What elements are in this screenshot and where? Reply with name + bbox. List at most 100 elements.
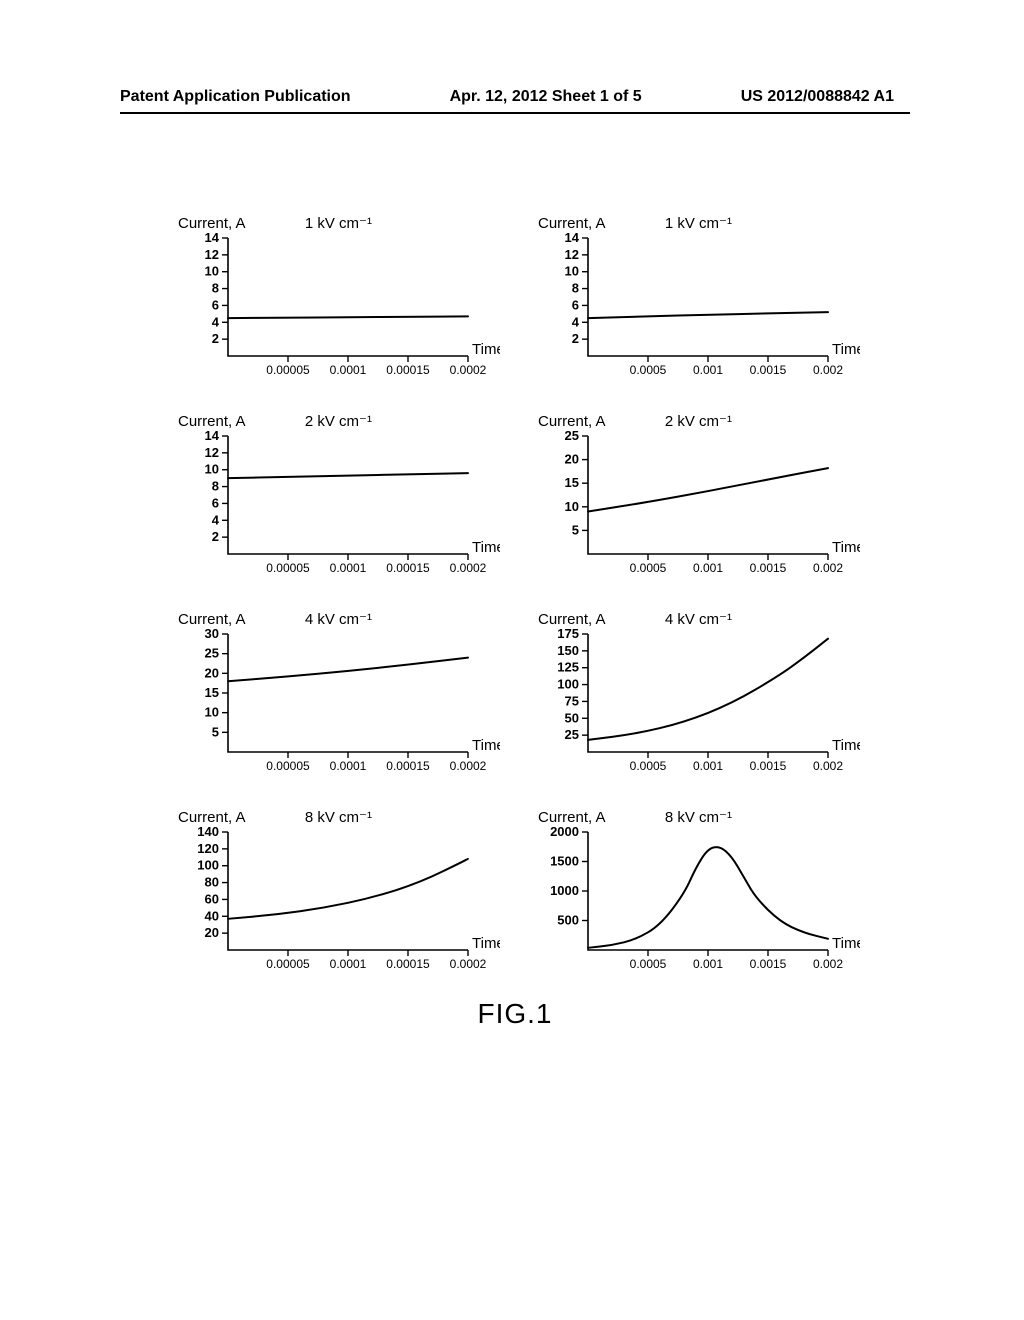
x-tick-label: 0.0015 (750, 363, 787, 377)
x-axis-label: Time, s (832, 737, 860, 754)
y-tick-label: 14 (565, 230, 580, 245)
chart-panel: Current, A8 kV cm⁻¹Time, s20406080100120… (170, 804, 500, 984)
x-axis-label: Time, s (832, 935, 860, 952)
x-axis-label: Time, s (832, 341, 860, 358)
y-tick-label: 8 (212, 281, 219, 296)
x-tick-label: 0.0015 (750, 957, 787, 971)
chart-panel: Current, A4 kV cm⁻¹Time, s25507510012515… (530, 606, 860, 786)
chart-title: 1 kV cm⁻¹ (305, 215, 372, 232)
panel-p2: Current, A2 kV cm⁻¹Time, s24681012140.00… (170, 408, 500, 588)
header-center: Apr. 12, 2012 Sheet 1 of 5 (450, 88, 642, 106)
x-tick-label: 0.0015 (750, 561, 787, 575)
y-tick-label: 6 (212, 297, 219, 312)
panel-p5: Current, A4 kV cm⁻¹Time, s25507510012515… (530, 606, 860, 786)
y-tick-label: 1500 (550, 854, 579, 869)
y-tick-label: 25 (565, 428, 579, 443)
data-curve (588, 468, 828, 511)
y-tick-label: 2000 (550, 824, 579, 839)
chart-title: 8 kV cm⁻¹ (665, 809, 732, 826)
x-tick-label: 0.0001 (330, 759, 367, 773)
x-tick-label: 0.001 (693, 561, 723, 575)
x-axis-label: Time, s (472, 737, 500, 754)
x-tick-label: 0.002 (813, 957, 843, 971)
panel-p1: Current, A1 kV cm⁻¹Time, s24681012140.00… (530, 210, 860, 390)
x-tick-label: 0.0002 (450, 561, 487, 575)
y-tick-label: 2 (212, 331, 219, 346)
panel-p3: Current, A2 kV cm⁻¹Time, s5101520250.000… (530, 408, 860, 588)
x-tick-label: 0.0001 (330, 363, 367, 377)
chart-panel: Current, A4 kV cm⁻¹Time, s510152025300.0… (170, 606, 500, 786)
panel-p0: Current, A1 kV cm⁻¹Time, s24681012140.00… (170, 210, 500, 390)
y-tick-label: 5 (212, 724, 219, 739)
x-tick-label: 0.0002 (450, 957, 487, 971)
chart-title: 2 kV cm⁻¹ (665, 413, 732, 430)
panel-p6: Current, A8 kV cm⁻¹Time, s20406080100120… (170, 804, 500, 984)
data-curve (588, 312, 828, 318)
figure-1: Current, A1 kV cm⁻¹Time, s24681012140.00… (170, 210, 860, 1030)
y-tick-label: 10 (565, 499, 579, 514)
y-tick-label: 25 (205, 646, 219, 661)
axes (588, 436, 828, 554)
chart-title: 2 kV cm⁻¹ (305, 413, 372, 430)
x-tick-label: 0.0005 (630, 363, 667, 377)
x-axis-label: Time, s (472, 935, 500, 952)
x-tick-label: 0.002 (813, 363, 843, 377)
x-tick-label: 0.00015 (386, 561, 430, 575)
y-tick-label: 12 (205, 445, 219, 460)
header-right: US 2012/0088842 A1 (741, 88, 894, 106)
x-tick-label: 0.002 (813, 759, 843, 773)
axes (228, 436, 468, 554)
y-tick-label: 12 (205, 247, 219, 262)
data-curve (228, 316, 468, 318)
x-tick-label: 0.0015 (750, 759, 787, 773)
y-tick-label: 15 (565, 475, 579, 490)
chart-panel: Current, A2 kV cm⁻¹Time, s24681012140.00… (170, 408, 500, 588)
x-tick-label: 0.00015 (386, 759, 430, 773)
y-tick-label: 75 (565, 693, 579, 708)
page-header: Patent Application Publication Apr. 12, … (0, 88, 1024, 106)
panel-p4: Current, A4 kV cm⁻¹Time, s510152025300.0… (170, 606, 500, 786)
y-tick-label: 15 (205, 685, 219, 700)
data-curve (588, 847, 828, 948)
y-tick-label: 5 (572, 522, 579, 537)
y-tick-label: 14 (205, 230, 220, 245)
y-tick-label: 10 (205, 264, 219, 279)
x-tick-label: 0.002 (813, 561, 843, 575)
x-axis-label: Time, s (472, 539, 500, 556)
x-tick-label: 0.0002 (450, 759, 487, 773)
y-tick-label: 60 (205, 891, 219, 906)
y-tick-label: 1000 (550, 883, 579, 898)
x-tick-label: 0.00015 (386, 957, 430, 971)
x-tick-label: 0.0005 (630, 561, 667, 575)
y-tick-label: 50 (565, 710, 579, 725)
x-tick-label: 0.00005 (266, 759, 310, 773)
axes (228, 634, 468, 752)
y-tick-label: 20 (565, 452, 579, 467)
y-tick-label: 25 (565, 727, 579, 742)
chart-title: 4 kV cm⁻¹ (665, 611, 732, 628)
chart-panel: Current, A2 kV cm⁻¹Time, s5101520250.000… (530, 408, 860, 588)
x-tick-label: 0.0001 (330, 957, 367, 971)
y-tick-label: 140 (197, 824, 219, 839)
y-tick-label: 4 (212, 314, 220, 329)
y-tick-label: 10 (205, 705, 219, 720)
y-tick-label: 100 (557, 677, 579, 692)
y-tick-label: 120 (197, 841, 219, 856)
x-tick-label: 0.0005 (630, 759, 667, 773)
axes (588, 238, 828, 356)
chart-panel: Current, A8 kV cm⁻¹Time, s50010001500200… (530, 804, 860, 984)
chart-title: 4 kV cm⁻¹ (305, 611, 372, 628)
x-tick-label: 0.001 (693, 363, 723, 377)
panel-p7: Current, A8 kV cm⁻¹Time, s50010001500200… (530, 804, 860, 984)
y-tick-label: 175 (557, 626, 579, 641)
y-tick-label: 6 (212, 495, 219, 510)
y-tick-label: 500 (557, 913, 579, 928)
chart-panel: Current, A1 kV cm⁻¹Time, s24681012140.00… (170, 210, 500, 390)
y-tick-label: 6 (572, 297, 579, 312)
y-tick-label: 12 (565, 247, 579, 262)
y-tick-label: 125 (557, 660, 579, 675)
figure-caption: FIG.1 (170, 998, 860, 1030)
x-tick-label: 0.001 (693, 759, 723, 773)
y-tick-label: 8 (572, 281, 579, 296)
y-tick-label: 4 (572, 314, 580, 329)
